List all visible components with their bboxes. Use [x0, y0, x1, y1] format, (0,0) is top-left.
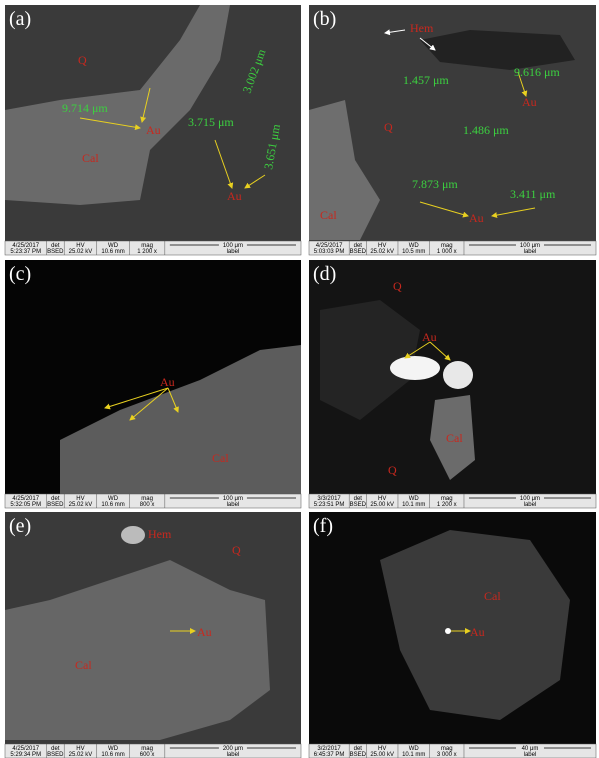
info-detector: BSED — [47, 502, 64, 508]
gold-grain — [445, 628, 451, 634]
info-hv: 25.02 kV — [69, 249, 93, 255]
info-hv: 25.02 kV — [69, 502, 93, 508]
info-wd: 10.1 mm — [402, 752, 425, 758]
info-mag: 1 200 x — [137, 249, 157, 255]
panel-label: (e) — [9, 515, 31, 537]
info-hv: 25.02 kV — [370, 249, 394, 255]
info-label: label — [227, 249, 240, 255]
panel-label: (a) — [9, 8, 31, 30]
annotation: Au — [522, 95, 537, 109]
info-time: 5:23:37 PM — [10, 249, 41, 255]
hematite — [121, 526, 145, 544]
panel-label: (d) — [313, 263, 336, 285]
info-wd: 10.1 mm — [402, 502, 425, 508]
info-wd: 10.6 mm — [101, 752, 124, 758]
annotation: Hem — [410, 21, 434, 35]
annotation: 1.457 μm — [403, 73, 449, 87]
annotation: Q — [388, 463, 397, 477]
annotation: Q — [232, 543, 241, 557]
info-mag: 1 200 x — [437, 502, 457, 508]
info-label: label — [524, 752, 537, 758]
info-time: 5:03:03 PM — [314, 249, 345, 255]
info-detector: BSED — [47, 752, 64, 758]
annotation: 7.873 μm — [412, 177, 458, 191]
gold-grain — [443, 361, 473, 389]
panel-label: (c) — [9, 263, 31, 285]
info-time: 5:23:51 PM — [314, 502, 345, 508]
info-label: label — [227, 502, 240, 508]
info-detector: BSED — [350, 502, 367, 508]
annotation: 3.715 μm — [188, 115, 234, 129]
annotation: Q — [393, 279, 402, 293]
info-detector: BSED — [350, 249, 367, 255]
info-mag: 800 x — [140, 502, 155, 508]
annotation: Au — [422, 330, 437, 344]
annotation: Q — [78, 53, 87, 67]
info-label: label — [227, 752, 240, 758]
info-hv: 25.00 kV — [370, 502, 394, 508]
figure: (a)Q9.714 μmAuCal3.715 μm3.002 μm3.651 μ… — [0, 0, 599, 758]
info-time: 6:45:37 PM — [314, 752, 345, 758]
annotation: 9.616 μm — [514, 65, 560, 79]
annotation: Cal — [446, 431, 463, 445]
info-label: label — [524, 249, 537, 255]
annotation: Au — [197, 625, 212, 639]
annotation: Cal — [82, 151, 99, 165]
annotation: Au — [146, 123, 161, 137]
annotation: Au — [470, 625, 485, 639]
info-mag: 1 000 x — [437, 249, 457, 255]
annotation: Cal — [320, 208, 337, 222]
annotation: 9.714 μm — [62, 101, 108, 115]
info-time: 5:32:05 PM — [10, 502, 41, 508]
annotation: Cal — [484, 589, 501, 603]
info-hv: 25.00 kV — [370, 752, 394, 758]
info-hv: 25.02 kV — [69, 752, 93, 758]
info-label: label — [524, 502, 537, 508]
gold-grain — [390, 356, 440, 380]
annotation: Au — [469, 211, 484, 225]
annotation: Cal — [212, 451, 229, 465]
annotation: Hem — [148, 527, 172, 541]
annotation: Q — [384, 120, 393, 134]
info-time: 5:29:34 PM — [10, 752, 41, 758]
annotation: Au — [160, 375, 175, 389]
annotation: 1.486 μm — [463, 123, 509, 137]
annotation: Au — [227, 189, 242, 203]
info-wd: 10.6 mm — [101, 502, 124, 508]
info-mag: 3 000 x — [437, 752, 457, 758]
info-wd: 10.6 mm — [101, 249, 124, 255]
info-wd: 10.5 mm — [402, 249, 425, 255]
annotation: Cal — [75, 658, 92, 672]
info-detector: BSED — [350, 752, 367, 758]
panel-label: (f) — [313, 515, 333, 537]
annotation: 3.411 μm — [510, 187, 556, 201]
panel-label: (b) — [313, 8, 336, 30]
info-mag: 600 x — [140, 752, 155, 758]
info-detector: BSED — [47, 249, 64, 255]
